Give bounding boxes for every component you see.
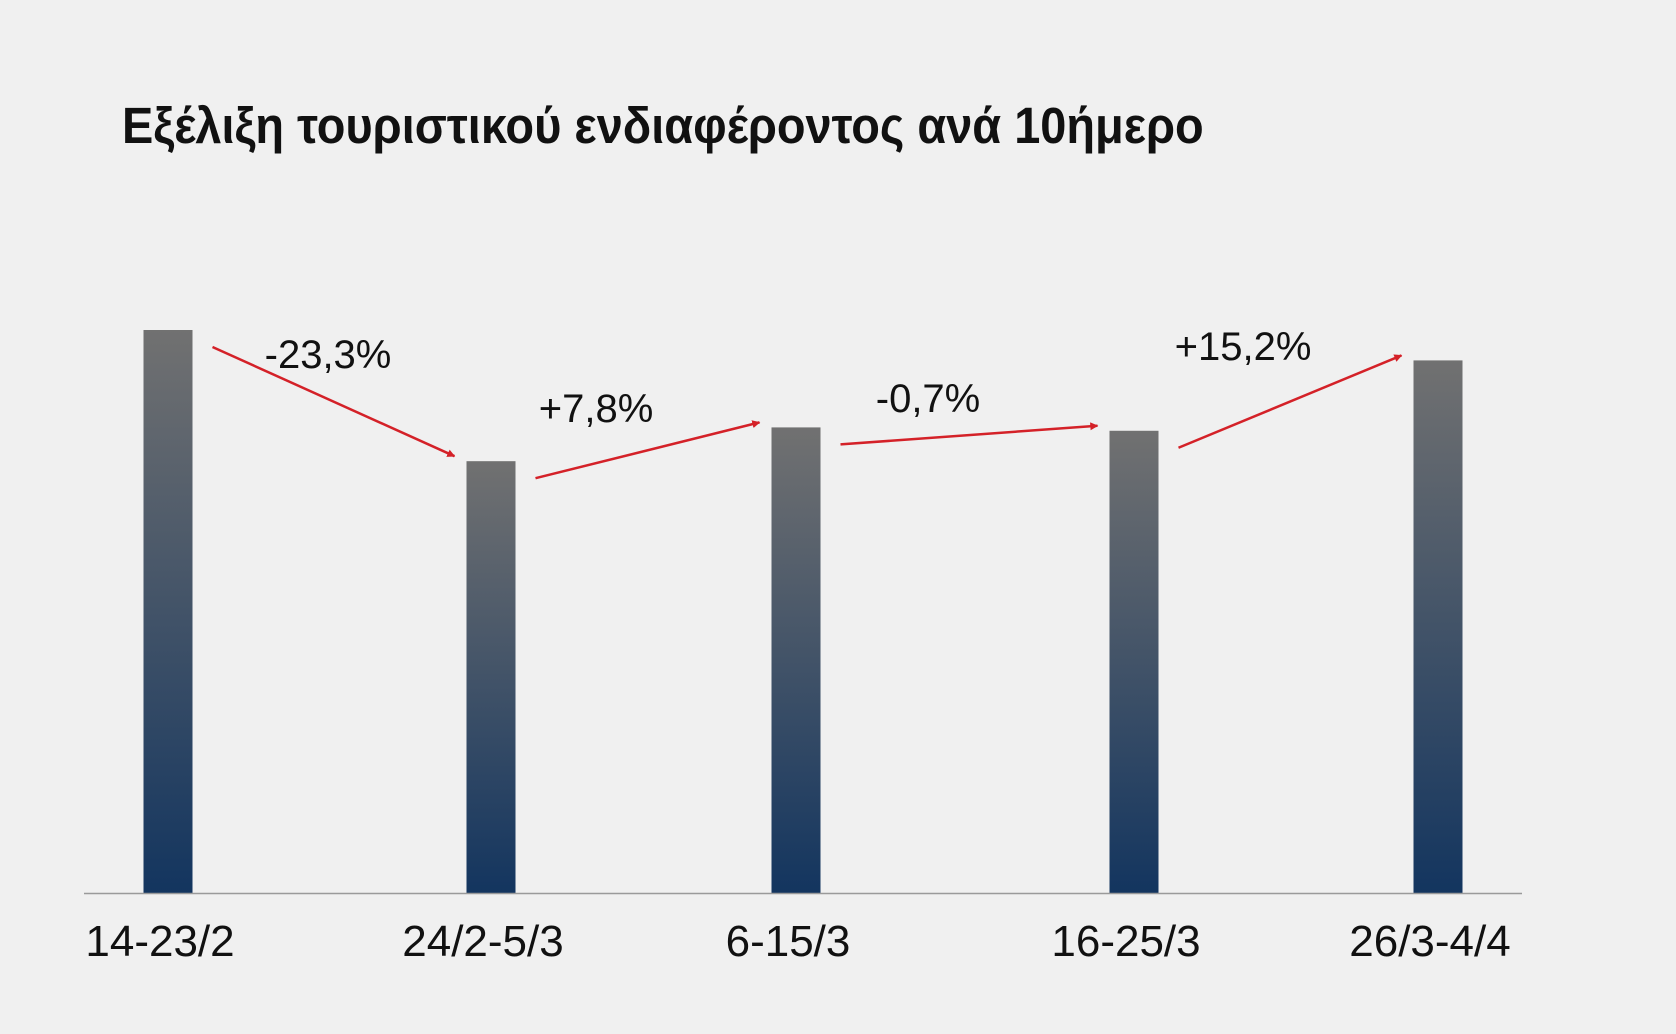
x-tick-label: 6-15/3 (726, 917, 851, 966)
bar-5 (1413, 360, 1463, 894)
change-label-1: -23,3% (265, 333, 392, 377)
bars-layer (143, 330, 1463, 894)
x-tick-label: 14-23/2 (85, 917, 234, 966)
x-tick-labels: 14-23/2 24/2-5/3 6-15/3 16-25/3 26/3-4/4 (85, 917, 1510, 966)
x-tick-label: 24/2-5/3 (402, 917, 563, 966)
bar-2 (466, 461, 516, 893)
change-arrows (211, 345, 1403, 480)
bar-3 (771, 427, 821, 893)
change-arrow-3 (840, 422, 1099, 446)
x-tick-label: 16-25/3 (1051, 917, 1200, 966)
change-label-4: +15,2% (1175, 325, 1312, 369)
x-tick-label: 26/3-4/4 (1349, 917, 1510, 966)
change-arrow-4 (1178, 354, 1403, 449)
change-label-2: +7,8% (539, 387, 654, 431)
change-arrow-2 (535, 420, 761, 480)
bar-4 (1109, 430, 1159, 893)
bar-1 (143, 330, 193, 893)
chart-title: Εξέλιξη τουριστικού ενδιαφέροντος ανά 10… (122, 97, 1204, 154)
change-label-3: -0,7% (876, 377, 981, 421)
change-arrow-1 (211, 345, 456, 458)
change-labels: -23,3% +7,8% -0,7% +15,2% (265, 325, 1312, 431)
